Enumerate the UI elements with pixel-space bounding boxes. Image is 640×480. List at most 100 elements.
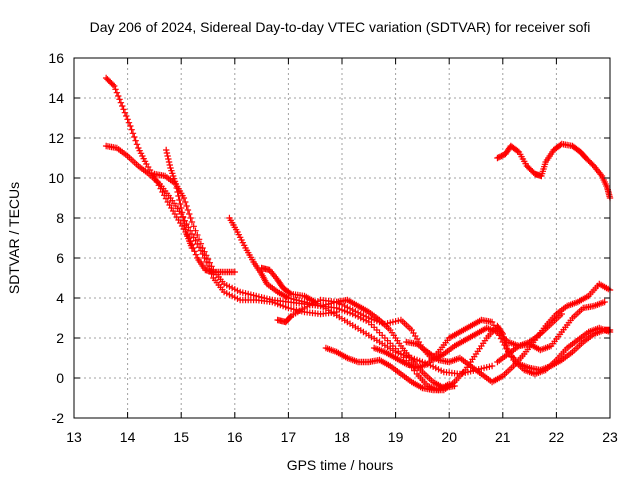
data-point (162, 146, 170, 154)
y-tick-label-3: 4 (56, 290, 64, 306)
series-track-4 (162, 146, 196, 252)
data-point (182, 226, 189, 233)
data-point (488, 362, 496, 370)
x-tick-label-10: 23 (602, 429, 618, 445)
data-point (203, 252, 210, 259)
data-point (499, 330, 506, 338)
data-point (113, 89, 121, 96)
grid-lines (74, 58, 610, 418)
data-point (129, 130, 137, 137)
data-point (201, 248, 208, 255)
data-point (111, 82, 118, 90)
y-tick-label-4: 6 (56, 250, 64, 266)
data-point (231, 268, 238, 276)
data-point (174, 188, 181, 196)
data-point (166, 161, 173, 169)
y-tick-label-5: 8 (56, 210, 64, 226)
data-point (176, 196, 183, 204)
y-tick-label-7: 12 (48, 130, 64, 146)
data-point (120, 106, 127, 113)
data-point (490, 322, 498, 329)
x-tick-label-9: 22 (549, 429, 565, 445)
y-tick-label-0: -2 (52, 410, 65, 426)
data-point (494, 328, 501, 336)
data-point (115, 92, 122, 100)
series-track-1 (102, 74, 238, 276)
data-point (121, 109, 129, 116)
y-tick-label-1: 0 (56, 370, 64, 386)
data-point (178, 204, 185, 212)
data-point (186, 227, 194, 234)
data-point (180, 217, 188, 225)
data-point (286, 289, 293, 297)
data-point (128, 126, 135, 133)
series-track-3 (151, 170, 453, 394)
data-point (182, 198, 189, 206)
data-point (125, 119, 133, 126)
data-point (601, 298, 608, 306)
data-point (488, 318, 496, 326)
data-point (492, 325, 499, 332)
data-point (192, 227, 199, 234)
data-point (208, 270, 215, 278)
data-point (195, 244, 203, 251)
data-point (127, 122, 134, 130)
y-tick-label-6: 10 (48, 170, 64, 186)
data-points (102, 74, 614, 394)
chart-title: Day 206 of 2024, Sidereal Day-to-day VTE… (90, 19, 591, 35)
x-axis-label: GPS time / hours (287, 457, 394, 473)
data-point (197, 240, 205, 247)
data-point (173, 184, 180, 192)
data-point (180, 194, 188, 202)
x-tick-label-6: 19 (388, 429, 404, 445)
data-point (186, 210, 193, 218)
x-tick-label-1: 14 (120, 429, 136, 445)
data-point (199, 244, 206, 252)
x-tick-label-5: 18 (334, 429, 350, 445)
data-point (172, 180, 180, 188)
data-point (116, 96, 123, 103)
y-axis-ticks: -2 0 2 4 6 8 10 12 14 16 (48, 50, 610, 426)
data-point (190, 223, 197, 230)
data-point (496, 332, 503, 339)
series-track-10 (403, 280, 614, 386)
data-point (119, 102, 126, 110)
data-point (192, 251, 200, 258)
data-point (188, 230, 196, 238)
data-point (131, 133, 138, 141)
data-point (123, 112, 130, 120)
data-point (204, 255, 212, 263)
data-point (164, 152, 171, 160)
data-point (192, 237, 199, 244)
y-tick-label-8: 14 (48, 90, 64, 106)
data-point (109, 81, 117, 88)
data-point (133, 141, 141, 148)
data-point (188, 218, 196, 226)
y-axis-label: SDTVAR / TECUs (6, 182, 22, 294)
series-track-9 (370, 316, 614, 378)
data-point (183, 202, 190, 210)
data-point (165, 158, 173, 166)
data-point (184, 206, 192, 214)
data-point (187, 214, 194, 222)
data-point (208, 263, 215, 270)
data-point (514, 147, 521, 155)
data-point (206, 259, 213, 266)
x-tick-label-2: 15 (173, 429, 189, 445)
x-tick-label-3: 16 (227, 429, 243, 445)
x-tick-label-7: 20 (441, 429, 457, 445)
data-point (191, 248, 198, 255)
series-track-6 (258, 264, 496, 378)
data-point (179, 213, 187, 220)
data-point (175, 192, 182, 200)
data-point (124, 116, 131, 123)
x-tick-label-0: 13 (66, 429, 82, 445)
series-track-11 (494, 298, 608, 366)
data-point (177, 200, 184, 208)
data-point (178, 209, 186, 216)
series-track-2 (102, 142, 340, 318)
data-point (181, 222, 188, 229)
data-point (117, 99, 125, 106)
series-track-12 (494, 140, 614, 202)
